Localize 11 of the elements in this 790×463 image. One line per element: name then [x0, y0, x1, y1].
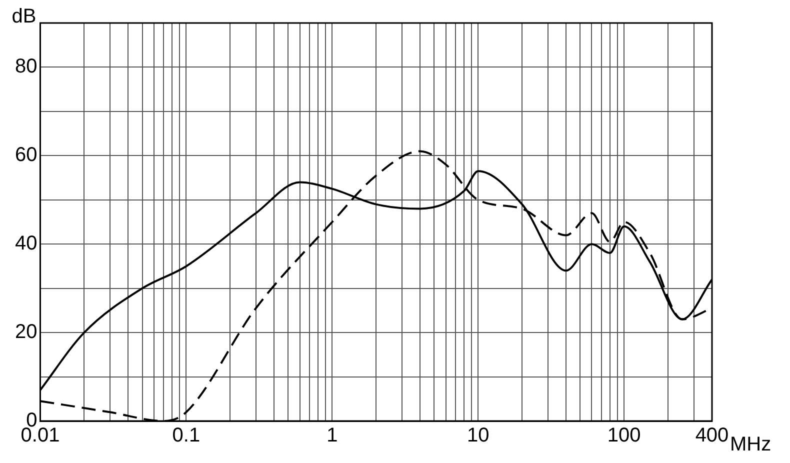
x-tick-label: 1 — [326, 424, 338, 447]
x-tick-label: 10 — [467, 424, 490, 447]
x-tick-label: 400 — [695, 424, 729, 447]
x-tick-label: 100 — [607, 424, 641, 447]
x-tick-label: 0.1 — [172, 424, 200, 447]
y-tick-label: 40 — [14, 232, 38, 255]
y-axis-title: dB — [12, 6, 36, 28]
y-tick-label: 80 — [14, 56, 38, 78]
x-axis-title: MHz — [730, 434, 772, 456]
y-tick-label: 60 — [14, 144, 38, 166]
y-tick-label: 20 — [14, 321, 38, 344]
